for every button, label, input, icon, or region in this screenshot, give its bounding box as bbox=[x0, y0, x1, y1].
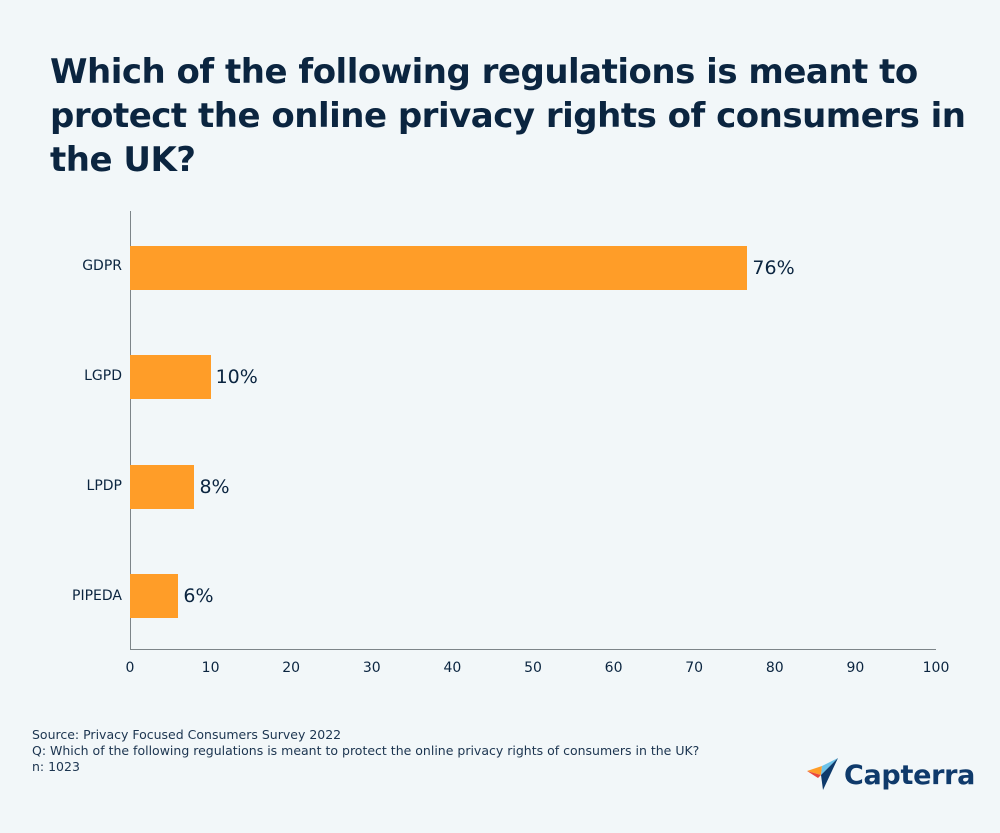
capterra-logo: Capterra bbox=[806, 756, 975, 795]
x-tick-label: 70 bbox=[685, 660, 704, 676]
x-tick-label: 60 bbox=[604, 660, 623, 676]
x-axis-line bbox=[130, 649, 936, 650]
bar bbox=[130, 355, 211, 399]
capterra-arrow-icon bbox=[806, 756, 840, 795]
chart-footer: Source: Privacy Focused Consumers Survey… bbox=[32, 727, 699, 775]
bar-value-label: 76% bbox=[752, 257, 795, 279]
x-tick-label: 10 bbox=[201, 660, 220, 676]
source-note: Source: Privacy Focused Consumers Survey… bbox=[32, 727, 342, 742]
bar-value-label: 10% bbox=[215, 366, 258, 388]
x-tick-label: 50 bbox=[524, 660, 542, 676]
x-tick-label: 80 bbox=[765, 660, 784, 676]
question-note: Q: Which of the following regulations is… bbox=[32, 743, 700, 758]
sample-size-note: n: 1023 bbox=[32, 759, 80, 774]
bar-row-lpdp: 8% bbox=[130, 465, 936, 509]
bar bbox=[130, 574, 179, 618]
logo-text: Capterra bbox=[844, 760, 976, 791]
x-tick-label: 30 bbox=[362, 660, 381, 676]
category-label: PIPEDA bbox=[72, 588, 122, 604]
bar-value-label: 6% bbox=[183, 585, 214, 607]
category-label: LGPD bbox=[84, 368, 122, 384]
bar bbox=[130, 465, 195, 509]
bar-row-pipeda: 6% bbox=[130, 574, 936, 618]
bar-row-gdpr: 76% bbox=[130, 246, 936, 290]
y-axis-line bbox=[130, 211, 131, 650]
category-label: GDPR bbox=[82, 258, 122, 274]
x-tick-label: 40 bbox=[443, 660, 462, 676]
bar-row-lgpd: 10% bbox=[130, 355, 936, 399]
category-label: LPDP bbox=[86, 478, 122, 494]
x-tick-label: 90 bbox=[846, 660, 865, 676]
bar-value-label: 8% bbox=[199, 476, 230, 498]
plot-area: 76% 10% 8% 6% bbox=[130, 211, 936, 649]
x-tick-label: 20 bbox=[282, 660, 301, 676]
x-tick-label: 100 bbox=[922, 660, 950, 676]
bar bbox=[130, 246, 748, 290]
x-tick-label: 0 bbox=[125, 660, 135, 676]
chart-title: Which of the following regulations is me… bbox=[50, 52, 966, 180]
